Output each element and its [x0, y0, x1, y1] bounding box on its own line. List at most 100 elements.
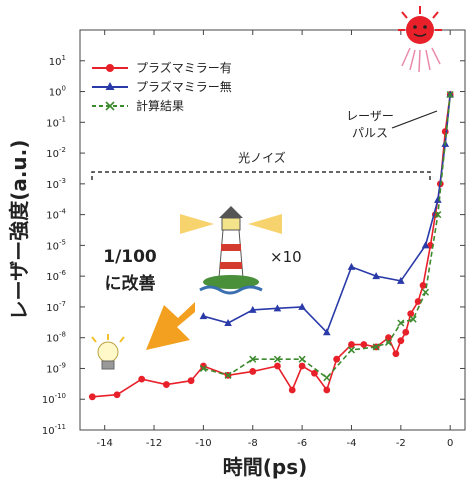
- x-tick-label: -10: [195, 438, 211, 449]
- data-point: [249, 355, 257, 363]
- x-tick-label: -6: [297, 438, 307, 449]
- y-tick-label: 10-1: [46, 115, 66, 129]
- x-tick-label: -8: [248, 438, 258, 449]
- data-point: [333, 355, 341, 363]
- improve-label-line1: 1/100: [103, 247, 157, 267]
- noise-label: 光ノイズ: [238, 150, 286, 165]
- data-point: [347, 346, 356, 354]
- data-point: [397, 276, 405, 284]
- data-point: [421, 288, 430, 296]
- axis-ticks: [80, 30, 465, 431]
- data-point: [249, 368, 257, 375]
- y-tick-label: 10-6: [46, 269, 66, 283]
- data-point: [384, 338, 393, 346]
- arrow-icon: [146, 302, 195, 350]
- y-tick-label: 10-7: [46, 300, 66, 314]
- x-tick-label: -14: [97, 438, 113, 449]
- data-point: [372, 272, 380, 280]
- data-point: [372, 343, 380, 351]
- data-point: [409, 315, 417, 323]
- data-point: [419, 282, 427, 289]
- light-bulb-icon: [91, 334, 125, 370]
- data-point: [402, 328, 410, 336]
- x-tick-label: -2: [396, 438, 406, 449]
- data-point: [392, 350, 400, 358]
- y-tick-label: 100: [49, 85, 66, 99]
- y-tick-label: 10-3: [46, 177, 66, 191]
- data-point: [414, 298, 422, 305]
- data-point: [311, 369, 318, 377]
- data-point: [323, 386, 331, 394]
- y-tick-label: 10-4: [46, 208, 66, 222]
- data-point: [348, 341, 355, 348]
- data-point-stroke: [298, 355, 306, 363]
- data-point-stroke: [397, 319, 405, 327]
- axis-tick-labels: -14 -12 -10 -8 -6 -4 -2 0 101 100 10-1 10-2 10-3 10-4…: [42, 54, 454, 449]
- data-point: [298, 362, 306, 370]
- data-point: [347, 262, 356, 270]
- y-tick-label: 101: [49, 54, 66, 68]
- y-tick-label: 10-10: [42, 392, 66, 406]
- data-point: [273, 355, 281, 363]
- data-point-stroke: [199, 364, 207, 372]
- data-point-stroke: [421, 288, 430, 296]
- data-point: [407, 310, 415, 318]
- pulse-label-line1: レーザー: [346, 109, 394, 123]
- data-point: [360, 341, 368, 348]
- data-point: [385, 334, 392, 342]
- data-point: [113, 391, 121, 399]
- data-point: [199, 364, 207, 372]
- data-point: [322, 328, 331, 336]
- data-point: [434, 195, 442, 203]
- pulse-label-line2: パルス: [352, 126, 388, 140]
- data-point: [248, 305, 257, 313]
- x-axis-label: 時間(ps): [223, 455, 308, 479]
- lighthouse-icon: [180, 206, 282, 295]
- data-point: [397, 337, 405, 345]
- data-point: [138, 375, 146, 383]
- data-point: [88, 393, 96, 401]
- data-point: [273, 304, 282, 312]
- data-point: [298, 302, 306, 310]
- plot-frame: [79, 29, 466, 431]
- x-tick-label: -12: [146, 438, 162, 449]
- y-tick-label: 10-2: [46, 146, 66, 160]
- y-tick-label: 10-5: [46, 238, 66, 252]
- data-point: [274, 362, 281, 370]
- x-tick-label: 0: [447, 438, 453, 449]
- y-tick-label: 10-11: [42, 423, 66, 437]
- sun-icon: [398, 6, 442, 73]
- data-point: [288, 386, 296, 394]
- data-point-stroke: [224, 371, 232, 379]
- data-point: [434, 211, 442, 219]
- data-point: [224, 371, 232, 379]
- data-point-stroke: [384, 338, 393, 346]
- data-point: [397, 319, 405, 327]
- times-ten-label: ×10: [270, 248, 302, 266]
- legend-label-1: プラズマミラー有: [136, 60, 232, 75]
- data-point: [446, 90, 454, 99]
- data-point-stroke: [249, 355, 257, 363]
- series-line-3: [203, 94, 451, 379]
- data-point: [199, 312, 208, 320]
- series-line-2: [203, 94, 451, 334]
- legend-marker-3: [105, 101, 115, 111]
- data-point-stroke: [273, 355, 281, 363]
- data-point-stroke: [347, 346, 356, 354]
- data-point-stroke: [434, 211, 442, 219]
- pulse-pointer: [391, 110, 438, 129]
- legend-marker-2: [105, 82, 115, 90]
- data-point: [187, 377, 195, 385]
- data-point-stroke: [323, 374, 331, 382]
- legend-label-3: 計算結果: [136, 98, 184, 113]
- data-point: [323, 374, 331, 382]
- improve-label-line2: に改善: [105, 273, 156, 294]
- data-point-stroke: [372, 343, 380, 351]
- legend-label-2: プラズマミラー無: [136, 79, 232, 94]
- y-tick-label: 10-8: [46, 331, 66, 345]
- x-tick-label: -4: [346, 438, 356, 449]
- data-point-stroke: [409, 315, 417, 323]
- series-layer: [88, 90, 454, 401]
